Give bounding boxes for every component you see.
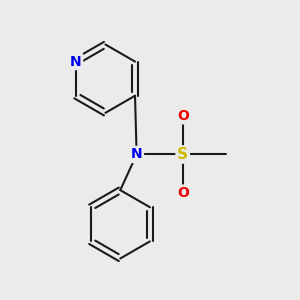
Text: O: O [177,109,189,123]
Text: S: S [177,147,188,162]
Text: O: O [177,186,189,200]
Text: N: N [131,148,142,161]
Text: N: N [70,55,82,69]
